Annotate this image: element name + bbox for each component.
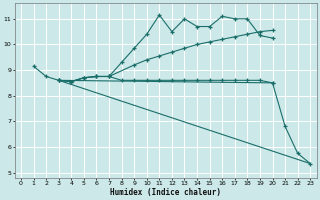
X-axis label: Humidex (Indice chaleur): Humidex (Indice chaleur) [110,188,221,197]
